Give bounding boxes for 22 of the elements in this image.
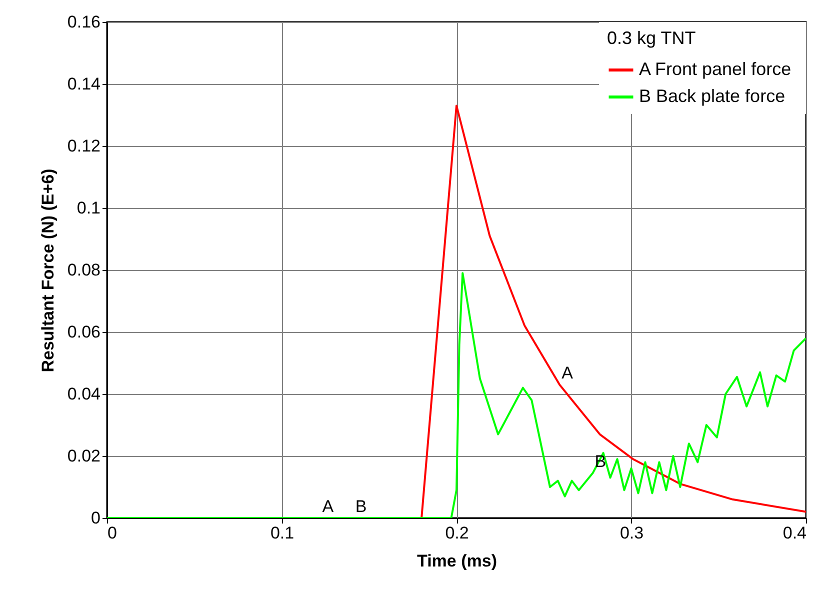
y-tick-label: 0.06 — [67, 322, 100, 342]
y-tick-label: 0 — [91, 508, 100, 528]
annotation: A — [322, 497, 334, 516]
annotation: A — [562, 364, 574, 383]
y-tick-label: 0.12 — [67, 136, 100, 156]
y-tick-label: 0.1 — [76, 198, 100, 218]
y-axis-title: Resultant Force (N) (E+6) — [38, 168, 58, 372]
x-tick-label: 0.1 — [270, 524, 294, 542]
y-tick-label: 0.14 — [67, 74, 100, 94]
y-tick-label: 0.16 — [67, 12, 100, 32]
legend-label: A Front panel force — [639, 59, 792, 79]
legend-title: 0.3 kg TNT — [607, 28, 696, 48]
x-tick-label: 0.2 — [445, 524, 469, 542]
x-tick-label: 0 — [108, 524, 117, 542]
legend-label: B Back plate force — [639, 86, 786, 106]
x-tick-label: 0.4 — [782, 524, 806, 542]
x-tick-label: 0.3 — [620, 524, 644, 542]
y-tick-label: 0.08 — [67, 260, 100, 280]
y-tick-label: 0.04 — [67, 384, 100, 404]
x-axis-title: Time (ms) — [417, 552, 497, 570]
y-tick-label: 0.02 — [67, 446, 100, 466]
annotation: B — [355, 497, 367, 516]
